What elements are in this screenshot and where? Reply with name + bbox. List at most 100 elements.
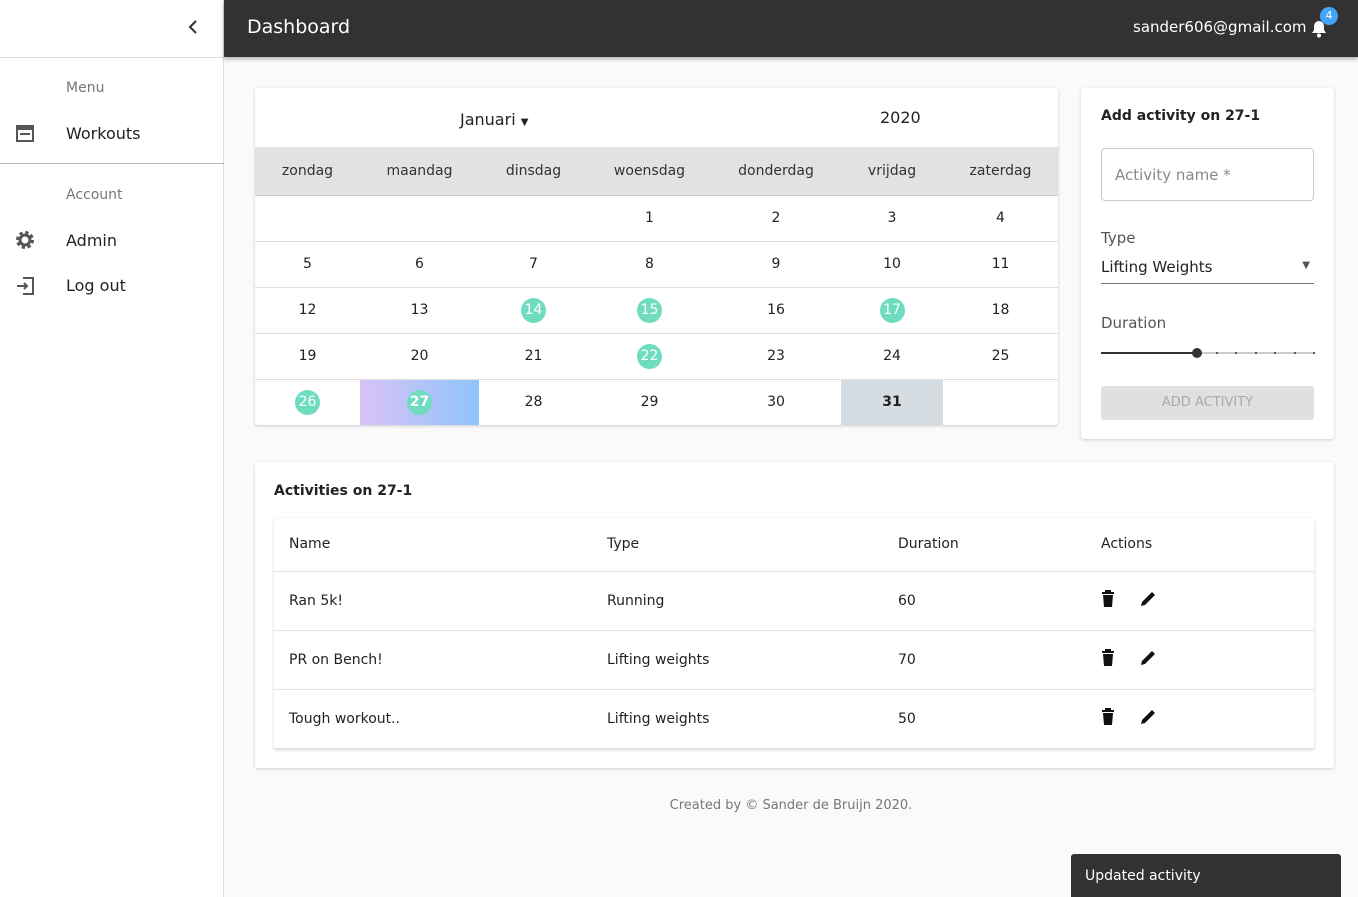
day-cell[interactable]: 22	[588, 333, 711, 380]
day-cell[interactable]: 20	[360, 333, 479, 380]
delete-button[interactable]	[1101, 648, 1115, 671]
day-cell[interactable]: 1	[588, 195, 711, 242]
app-bar: Dashboard sander606@gmail.com 4	[224, 0, 1358, 57]
menu-item[interactable]: Workouts	[66, 124, 141, 143]
activity-cell: 60	[883, 571, 1086, 631]
activity-row: Ran 5k! Running 60	[274, 571, 1314, 631]
day-cell[interactable]: 28	[479, 379, 588, 426]
edit-button[interactable]	[1139, 591, 1157, 612]
day-cell	[479, 195, 588, 242]
activity-cell: Ran 5k!	[274, 571, 592, 631]
day-number: 5	[303, 256, 312, 272]
duration-label: Duration	[1101, 314, 1167, 332]
day-number: 29	[640, 394, 659, 410]
week: 12 13 14 15 16 17 18	[255, 287, 1058, 334]
day-cell[interactable]: 31	[841, 379, 943, 426]
day-cell[interactable]: 3	[841, 195, 943, 242]
week: 1 2 3 4	[255, 195, 1058, 242]
day-cell	[943, 379, 1058, 426]
actions-cell	[1086, 689, 1314, 749]
day-number: 8	[645, 256, 654, 272]
user-email[interactable]: sander606@gmail.com	[1133, 18, 1307, 36]
type-select[interactable]: Lifting Weights ▼	[1101, 258, 1314, 284]
day-cell[interactable]: 27	[360, 379, 479, 426]
day-cell[interactable]: 21	[479, 333, 588, 380]
day-cell[interactable]: 7	[479, 241, 588, 288]
activity-cell: PR on Bench!	[274, 630, 592, 690]
page-title: Dashboard	[247, 16, 351, 38]
day-number: 17	[879, 297, 905, 323]
day-number: 26	[295, 389, 320, 415]
day-cell[interactable]: 2	[711, 195, 841, 242]
calendar-grid: zondag maandag dinsdag woensdag donderdag vri…	[255, 147, 1058, 426]
weekday: woensdag	[588, 147, 711, 196]
day-number: 23	[767, 348, 785, 364]
add-button[interactable]: ADD ACTIVITY	[1101, 386, 1314, 420]
day-cell[interactable]: 10	[841, 241, 943, 288]
account-heading: Account	[66, 187, 123, 203]
actions-cell	[1086, 571, 1314, 631]
day-number: 10	[883, 256, 901, 272]
day-cell[interactable]: 17	[841, 287, 943, 334]
week: 5 6 7 8 9 10 11	[255, 241, 1058, 288]
day-number: 2	[771, 210, 781, 226]
day-cell[interactable]: 23	[711, 333, 841, 380]
duration-slider[interactable]	[1101, 346, 1315, 360]
day-number: 12	[298, 302, 317, 318]
activities-card: Activities on 27-1 Name Type Duration Actio…	[255, 462, 1334, 768]
column-header: Duration	[883, 518, 1086, 572]
day-number: 1	[645, 210, 654, 226]
weekday: zondag	[255, 147, 360, 196]
edit-button[interactable]	[1139, 650, 1157, 671]
day-cell[interactable]: 9	[711, 241, 841, 288]
account-item[interactable]: Log out	[66, 276, 126, 295]
day-number: 18	[991, 302, 1010, 318]
edit-button[interactable]	[1139, 709, 1157, 730]
day-cell[interactable]: 5	[255, 241, 360, 288]
year[interactable]: 2020	[880, 108, 921, 127]
day-cell[interactable]: 15	[588, 287, 711, 334]
day-cell[interactable]: 26	[255, 379, 360, 426]
activity-cell: 70	[883, 630, 1086, 690]
account-item[interactable]: Admin	[66, 231, 117, 250]
type-value: Lifting Weights	[1101, 258, 1213, 276]
day-number: 9	[771, 256, 781, 272]
logout-icon	[17, 277, 34, 295]
name-input[interactable]: Activity name *	[1101, 148, 1314, 201]
day-cell[interactable]: 24	[841, 333, 943, 380]
day-cell	[360, 195, 479, 242]
day-cell[interactable]: 30	[711, 379, 841, 426]
day-number: 14	[521, 297, 546, 323]
day-number: 15	[637, 297, 662, 323]
type-label: Type	[1101, 229, 1136, 247]
week: 19 20 21 22 23 24 25	[255, 333, 1058, 380]
day-cell[interactable]: 19	[255, 333, 360, 380]
menu-heading: Menu	[66, 80, 105, 96]
day-cell[interactable]: 8	[588, 241, 711, 288]
day-cell[interactable]: 29	[588, 379, 711, 426]
day-cell[interactable]: 12	[255, 287, 360, 334]
collapse-button[interactable]	[186, 19, 200, 35]
delete-button[interactable]	[1101, 707, 1115, 730]
day-cell[interactable]: 11	[943, 241, 1058, 288]
delete-button[interactable]	[1101, 589, 1115, 612]
day-cell[interactable]: 4	[943, 195, 1058, 242]
activity-row: PR on Bench! Lifting weights 70	[274, 630, 1314, 690]
day-cell[interactable]: 6	[360, 241, 479, 288]
notification-bell[interactable]	[1309, 17, 1329, 39]
day-cell[interactable]: 25	[943, 333, 1058, 380]
snackbar: Updated activity	[1071, 854, 1341, 897]
day-number: 25	[991, 348, 1010, 364]
day-number: 6	[415, 256, 424, 272]
month-select[interactable]: Januari ▼	[460, 110, 529, 129]
workouts-icon	[16, 125, 34, 142]
day-cell[interactable]: 13	[360, 287, 479, 334]
day-cell[interactable]: 16	[711, 287, 841, 334]
day-number: 28	[524, 394, 543, 410]
day-cell	[255, 195, 360, 242]
day-cell[interactable]: 14	[479, 287, 588, 334]
day-cell[interactable]: 18	[943, 287, 1058, 334]
activities-table: Name Type Duration Actions Ran 5k! Running 60 P…	[274, 518, 1314, 749]
month: Januari	[460, 110, 516, 129]
